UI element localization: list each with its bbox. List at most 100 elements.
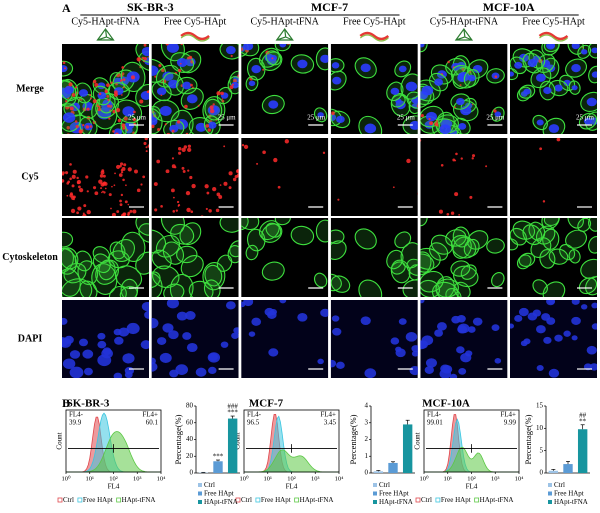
nucleus bbox=[472, 317, 483, 326]
cy5-signal bbox=[98, 105, 101, 109]
cy5-signal bbox=[188, 55, 193, 60]
cy5-signal bbox=[187, 144, 192, 148]
cy5-signal bbox=[406, 158, 411, 164]
cy5-signal bbox=[241, 143, 245, 147]
x-tick-label: 10³ bbox=[491, 475, 500, 482]
cell-outline bbox=[400, 242, 418, 269]
nucleus bbox=[124, 366, 135, 375]
nucleus bbox=[169, 124, 179, 133]
cy5-signal bbox=[68, 82, 73, 87]
nucleus bbox=[243, 44, 254, 51]
micrograph: 25 μm bbox=[151, 44, 239, 134]
legend-swatch bbox=[235, 497, 241, 503]
nucleus bbox=[162, 323, 174, 333]
nucleus bbox=[409, 120, 418, 130]
nucleus bbox=[248, 80, 256, 87]
cy5-signal bbox=[230, 54, 233, 58]
cell-outline bbox=[588, 218, 597, 232]
y-tick-label: 3 bbox=[365, 418, 369, 426]
cy5-signal bbox=[114, 172, 116, 175]
nucleus bbox=[420, 300, 425, 304]
legend-label: Ctrl bbox=[63, 496, 74, 504]
legend-swatch bbox=[373, 483, 377, 487]
nucleus bbox=[580, 304, 588, 310]
nucleus bbox=[591, 71, 597, 78]
nucleus bbox=[518, 307, 529, 317]
cell-outline bbox=[160, 218, 185, 235]
legend-swatch bbox=[116, 497, 122, 503]
cy5-signal bbox=[75, 124, 79, 129]
nucleus bbox=[102, 347, 112, 355]
y-tick-label: 10 bbox=[536, 424, 544, 432]
cell-outline bbox=[62, 231, 74, 248]
nucleus bbox=[332, 327, 342, 336]
column-header: Cy5-HApt-tFNA bbox=[430, 16, 499, 27]
legend-swatch bbox=[548, 483, 552, 487]
cy5-signal bbox=[177, 68, 182, 73]
cy5-signal bbox=[76, 211, 79, 215]
micrograph bbox=[510, 138, 597, 216]
nucleus bbox=[510, 323, 515, 329]
y-tick-label: 15 bbox=[536, 402, 544, 410]
cy5-signal bbox=[108, 193, 112, 197]
cy5-signal bbox=[236, 169, 239, 173]
micrograph: 25 μm bbox=[62, 44, 149, 134]
scale-bar-label: 25 μm bbox=[307, 114, 326, 122]
nucleus bbox=[269, 54, 277, 61]
nucleus bbox=[124, 121, 135, 130]
cell-outline bbox=[274, 218, 291, 226]
cy5-signal bbox=[454, 159, 457, 162]
nucleus bbox=[156, 337, 167, 345]
cy5-signal bbox=[216, 91, 221, 96]
nucleus bbox=[330, 359, 337, 368]
nucleus bbox=[527, 58, 538, 68]
column-header: Free Cy5-HApt bbox=[164, 16, 227, 27]
cy5-signal bbox=[122, 127, 125, 130]
nucleus bbox=[207, 366, 217, 375]
cy5-signal bbox=[140, 183, 143, 186]
nucleus bbox=[543, 87, 552, 95]
legend-swatch bbox=[198, 483, 202, 487]
bar bbox=[373, 471, 384, 473]
cy5-signal bbox=[104, 90, 108, 94]
nucleus bbox=[425, 358, 437, 368]
cy5-signal bbox=[186, 207, 191, 213]
cell-outline bbox=[491, 272, 505, 288]
cy5-signal bbox=[191, 183, 196, 189]
nucleus bbox=[586, 345, 597, 355]
x-tick-label: 10² bbox=[467, 475, 476, 482]
cy5-signal bbox=[89, 125, 93, 128]
nucleus bbox=[122, 353, 135, 364]
nucleus bbox=[175, 364, 189, 375]
cy5-signal bbox=[436, 120, 439, 123]
cy5-signal bbox=[82, 212, 85, 215]
row-label: Merge bbox=[16, 83, 44, 94]
x-tick-label: 10² bbox=[109, 475, 118, 482]
cy5-signal bbox=[52, 185, 54, 187]
micrograph bbox=[241, 138, 329, 216]
legend-label: Ctrl bbox=[204, 481, 215, 489]
cy5-signal bbox=[107, 98, 110, 102]
cell-outline bbox=[62, 248, 78, 275]
cy5-signal bbox=[180, 44, 183, 46]
nucleus bbox=[467, 326, 476, 333]
cy5-signal bbox=[129, 209, 133, 213]
cy5-signal bbox=[161, 68, 165, 73]
bar bbox=[402, 424, 413, 473]
cell-outline bbox=[565, 229, 588, 249]
flow-y-label: Count bbox=[56, 432, 64, 449]
micrograph bbox=[330, 218, 418, 297]
y-tick-label: 4 bbox=[365, 402, 369, 410]
legend-label: Ctrl bbox=[421, 496, 432, 504]
cell-outline bbox=[539, 249, 556, 269]
cell-outline bbox=[390, 261, 406, 275]
cy5-signal bbox=[102, 190, 104, 193]
y-tick-label: 0 bbox=[365, 469, 369, 477]
cy5-signal bbox=[69, 177, 72, 181]
cy5-signal bbox=[243, 144, 249, 150]
nucleus bbox=[114, 336, 124, 345]
nucleus bbox=[395, 346, 402, 353]
cy5-signal bbox=[485, 165, 488, 168]
micrograph-bg bbox=[330, 300, 418, 378]
